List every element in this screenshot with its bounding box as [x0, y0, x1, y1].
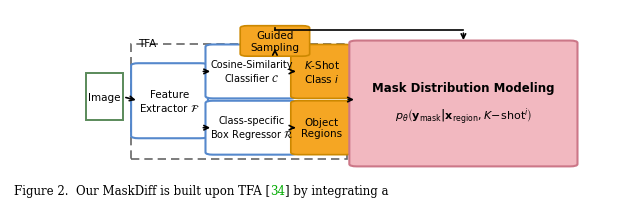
Text: ] by integrating a: ] by integrating a	[285, 184, 388, 197]
FancyBboxPatch shape	[205, 101, 297, 155]
Text: Cosine-Similarity
Classifier $\mathcal{C}$: Cosine-Similarity Classifier $\mathcal{C…	[210, 60, 292, 84]
Text: $K$-Shot
Class $i$: $K$-Shot Class $i$	[304, 59, 340, 85]
FancyBboxPatch shape	[291, 45, 353, 99]
Text: Mask Distribution Modeling: Mask Distribution Modeling	[372, 82, 555, 95]
Text: 34: 34	[270, 184, 285, 197]
Text: Figure 2.  Our MaskDiff is built upon TFA [: Figure 2. Our MaskDiff is built upon TFA…	[14, 184, 270, 197]
FancyBboxPatch shape	[291, 101, 353, 155]
Text: $p_\theta\left(\mathbf{y}_{\mathrm{mask}}\middle|\mathbf{x}_{\mathrm{region}}, K: $p_\theta\left(\mathbf{y}_{\mathrm{mask}…	[395, 106, 532, 127]
Text: TFA: TFA	[138, 38, 157, 48]
Text: Image: Image	[88, 92, 121, 102]
FancyBboxPatch shape	[349, 41, 577, 167]
Text: Object
Regions: Object Regions	[301, 117, 342, 139]
FancyBboxPatch shape	[205, 45, 297, 99]
Text: Feature
Extractor $\mathcal{F}$: Feature Extractor $\mathcal{F}$	[140, 89, 200, 113]
FancyBboxPatch shape	[131, 64, 208, 139]
FancyBboxPatch shape	[131, 44, 347, 160]
Text: Guided
Sampling: Guided Sampling	[250, 31, 300, 53]
Text: Class-specific
Box Regressor $\mathcal{R}$: Class-specific Box Regressor $\mathcal{R…	[209, 115, 293, 141]
FancyBboxPatch shape	[240, 27, 310, 57]
FancyBboxPatch shape	[86, 74, 123, 121]
